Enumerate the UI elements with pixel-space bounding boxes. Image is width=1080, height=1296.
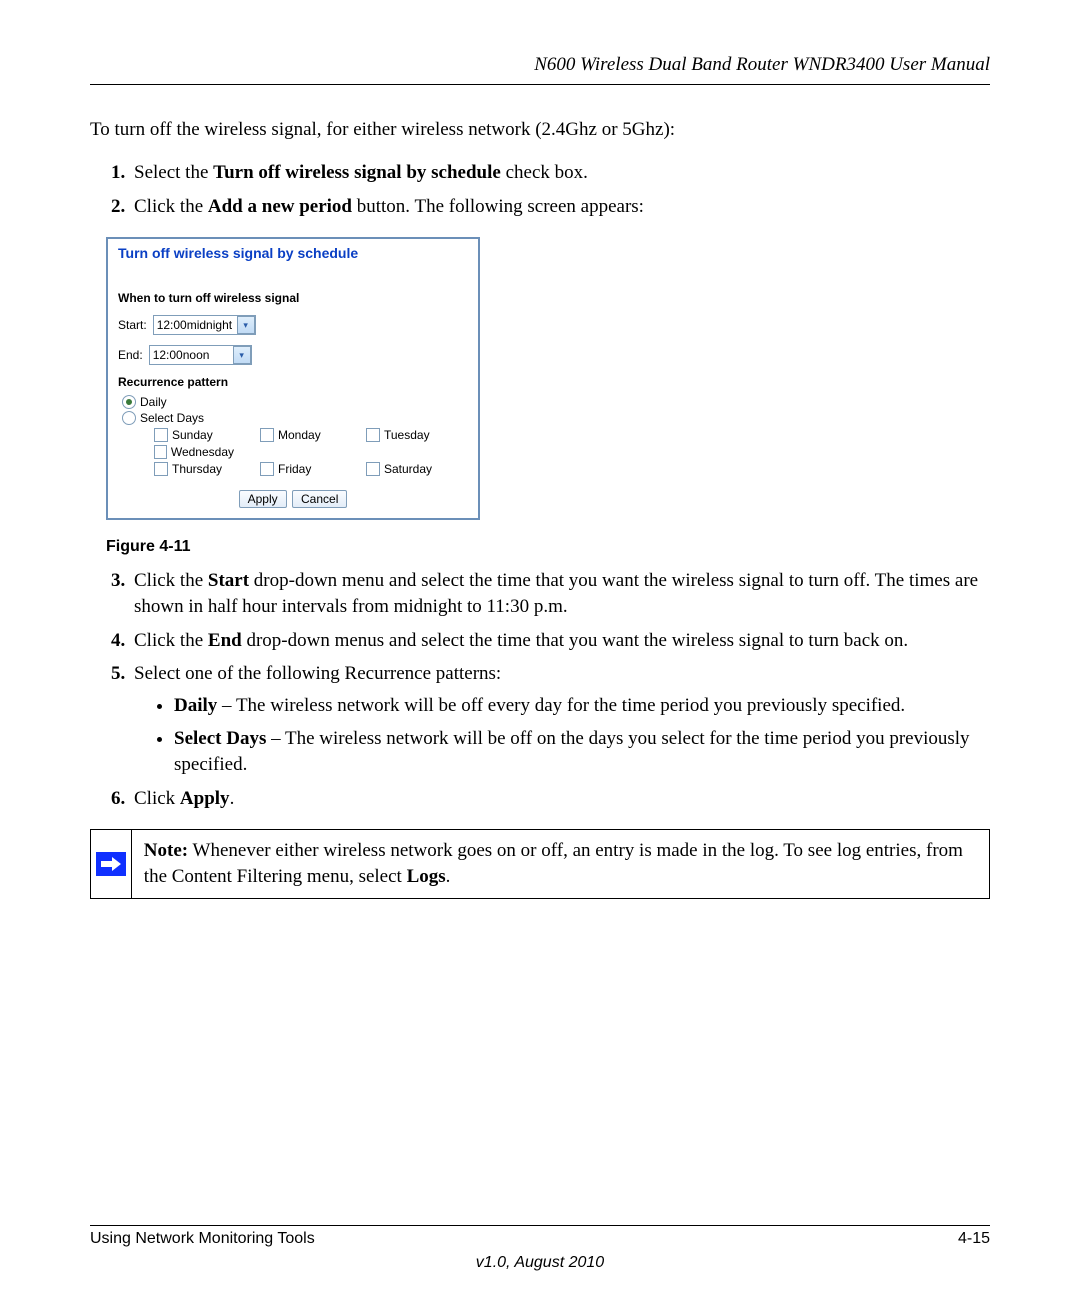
footer-pagenum: 4-15 [958, 1230, 990, 1248]
radio-selectdays[interactable] [122, 411, 136, 425]
step-1: Select the Turn off wireless signal by s… [130, 160, 990, 186]
step1-pre: Select the [134, 162, 213, 183]
radio-daily-row: Daily [122, 395, 468, 409]
header-rule [90, 84, 990, 85]
bullet-selectdays: Select Days – The wireless network will … [174, 726, 990, 777]
check-tuesday[interactable] [366, 428, 380, 442]
days-grid: Sunday Monday Tuesday Wednesday Thursday… [154, 428, 468, 476]
figure-caption: Figure 4-11 [106, 538, 990, 556]
step-2: Click the Add a new period button. The f… [130, 194, 990, 220]
step6-bold: Apply [180, 788, 230, 809]
bullet-selectdays-text: – The wireless network will be off on th… [174, 728, 970, 775]
note-label: Note: [144, 840, 188, 861]
step6-pre: Click [134, 788, 180, 809]
step-4: Click the End drop-down menus and select… [130, 628, 990, 654]
note-body2: . [446, 866, 451, 887]
step2-post: button. The following screen appears: [352, 196, 644, 217]
bullet-selectdays-bold: Select Days [174, 728, 266, 749]
start-select[interactable]: 12:00midnight ▾ [153, 315, 256, 335]
dialog-title: Turn off wireless signal by schedule [118, 245, 468, 261]
step-3: Click the Start drop-down menu and selec… [130, 568, 990, 619]
label-sunday: Sunday [172, 428, 213, 442]
schedule-dialog: Turn off wireless signal by schedule Whe… [106, 237, 480, 520]
end-select[interactable]: 12:00noon ▾ [149, 345, 252, 365]
label-monday: Monday [278, 428, 321, 442]
radio-daily-label: Daily [140, 395, 167, 409]
footer-version: v1.0, August 2010 [90, 1254, 990, 1272]
check-saturday[interactable] [366, 462, 380, 476]
bullet-daily: Daily – The wireless network will be off… [174, 693, 990, 719]
step2-bold: Add a new period [208, 196, 352, 217]
step4-post: drop-down menus and select the time that… [242, 630, 908, 651]
step1-post: check box. [501, 162, 588, 183]
step4-pre: Click the [134, 630, 208, 651]
end-label: End: [118, 348, 143, 362]
check-monday[interactable] [260, 428, 274, 442]
apply-button[interactable]: Apply [239, 490, 287, 508]
bullet-daily-text: – The wireless network will be off every… [217, 695, 905, 716]
step6-post: . [230, 788, 235, 809]
step4-bold: End [208, 630, 242, 651]
check-sunday[interactable] [154, 428, 168, 442]
start-value: 12:00midnight [157, 318, 232, 332]
bullet-daily-bold: Daily [174, 695, 217, 716]
check-thursday[interactable] [154, 462, 168, 476]
page-header: N600 Wireless Dual Band Router WNDR3400 … [90, 54, 990, 76]
chevron-down-icon: ▾ [237, 316, 255, 334]
end-row: End: 12:00noon ▾ [118, 345, 468, 365]
step5-text: Select one of the following Recurrence p… [134, 663, 501, 684]
when-label: When to turn off wireless signal [118, 291, 468, 305]
manual-page: N600 Wireless Dual Band Router WNDR3400 … [0, 0, 1080, 1296]
start-label: Start: [118, 318, 147, 332]
end-value: 12:00noon [153, 348, 210, 362]
label-friday: Friday [278, 462, 311, 476]
footer-section: Using Network Monitoring Tools [90, 1230, 315, 1248]
step3-post: drop-down menu and select the time that … [134, 570, 978, 617]
radio-selectdays-label: Select Days [140, 411, 204, 425]
note-body1: Whenever either wireless network goes on… [144, 840, 963, 887]
note-text: Note: Whenever either wireless network g… [132, 830, 989, 897]
step3-pre: Click the [134, 570, 208, 591]
note-icon-cell [91, 830, 132, 897]
step-6: Click Apply. [130, 786, 990, 812]
footer-rule [90, 1225, 990, 1226]
radio-daily[interactable] [122, 395, 136, 409]
label-tuesday: Tuesday [384, 428, 430, 442]
check-friday[interactable] [260, 462, 274, 476]
check-wednesday[interactable] [154, 445, 167, 459]
arrow-right-icon [96, 852, 126, 876]
note-box: Note: Whenever either wireless network g… [90, 829, 990, 898]
chevron-down-icon: ▾ [233, 346, 251, 364]
cancel-button[interactable]: Cancel [292, 490, 347, 508]
step3-bold: Start [208, 570, 249, 591]
recurrence-label: Recurrence pattern [118, 375, 468, 389]
steps-list-cont: Click the Start drop-down menu and selec… [90, 568, 990, 811]
note-logs: Logs [407, 866, 446, 887]
label-saturday: Saturday [384, 462, 432, 476]
intro-text: To turn off the wireless signal, for eit… [90, 119, 990, 141]
step1-bold: Turn off wireless signal by schedule [213, 162, 501, 183]
label-wednesday: Wednesday [171, 445, 234, 459]
label-thursday: Thursday [172, 462, 222, 476]
radio-selectdays-row: Select Days [122, 411, 468, 425]
page-footer: Using Network Monitoring Tools 4-15 v1.0… [90, 1225, 990, 1272]
steps-list: Select the Turn off wireless signal by s… [90, 160, 990, 219]
step2-pre: Click the [134, 196, 208, 217]
dialog-buttons: Apply Cancel [118, 490, 468, 508]
step-5: Select one of the following Recurrence p… [130, 661, 990, 778]
recurrence-bullets: Daily – The wireless network will be off… [174, 693, 990, 778]
start-row: Start: 12:00midnight ▾ [118, 315, 468, 335]
